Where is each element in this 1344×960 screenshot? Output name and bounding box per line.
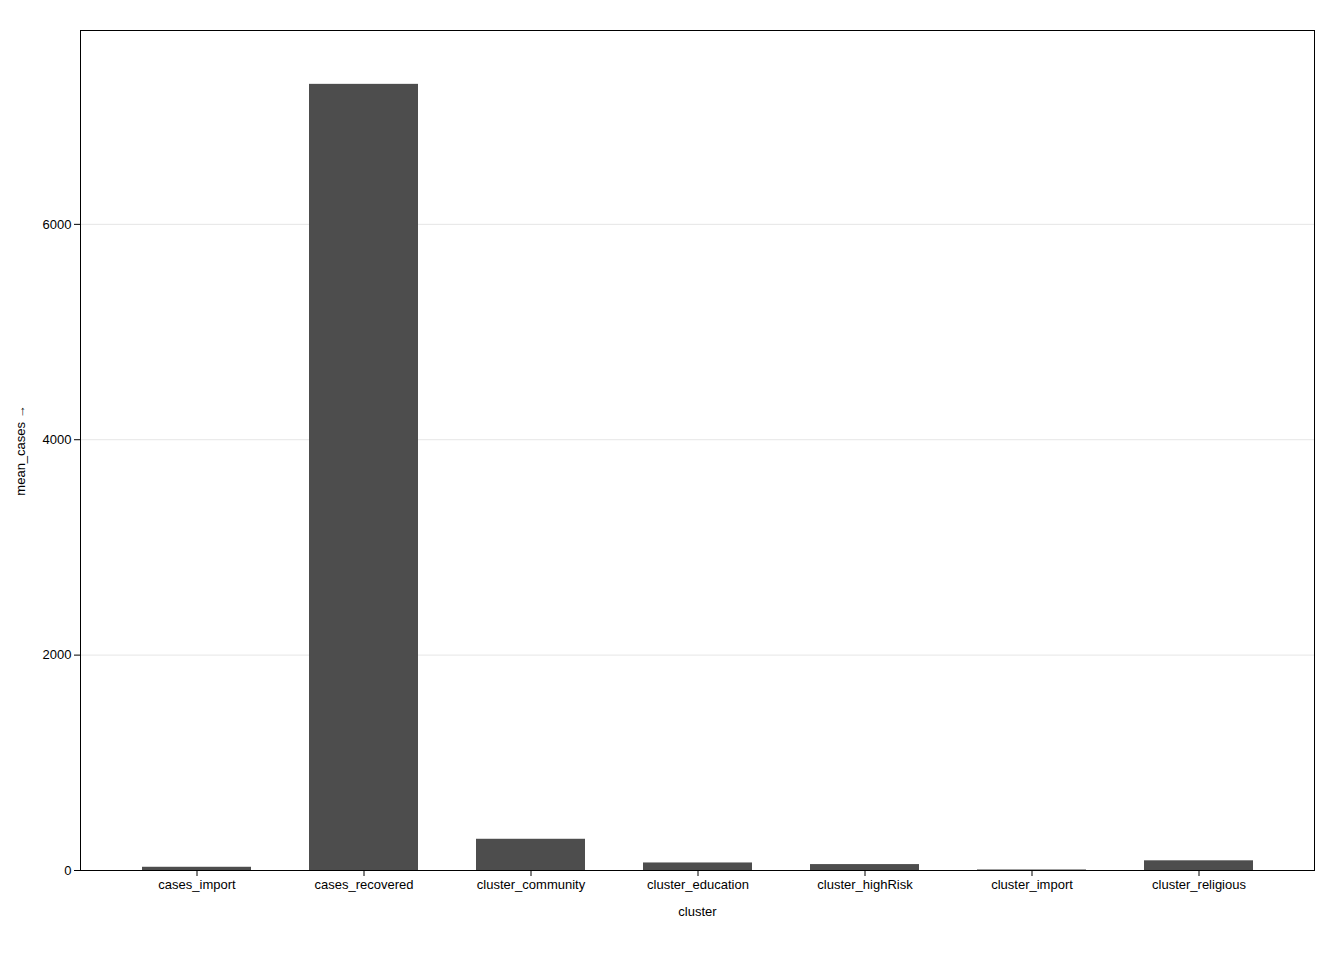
svg-text:4000: 4000 — [43, 432, 72, 447]
svg-text:cluster: cluster — [678, 904, 717, 919]
svg-text:6000: 6000 — [43, 217, 72, 232]
svg-text:cluster_education: cluster_education — [647, 877, 749, 892]
svg-text:cluster_import: cluster_import — [991, 877, 1073, 892]
svg-text:cases_recovered: cases_recovered — [315, 877, 414, 892]
svg-text:0: 0 — [64, 863, 71, 878]
svg-text:cluster_community: cluster_community — [477, 877, 586, 892]
svg-text:cases_import: cases_import — [158, 877, 236, 892]
svg-text:2000: 2000 — [43, 647, 72, 662]
svg-text:cluster_highRisk: cluster_highRisk — [817, 877, 913, 892]
svg-text:mean_cases →: mean_cases → — [13, 405, 28, 495]
svg-text:cluster_religious: cluster_religious — [1152, 877, 1246, 892]
